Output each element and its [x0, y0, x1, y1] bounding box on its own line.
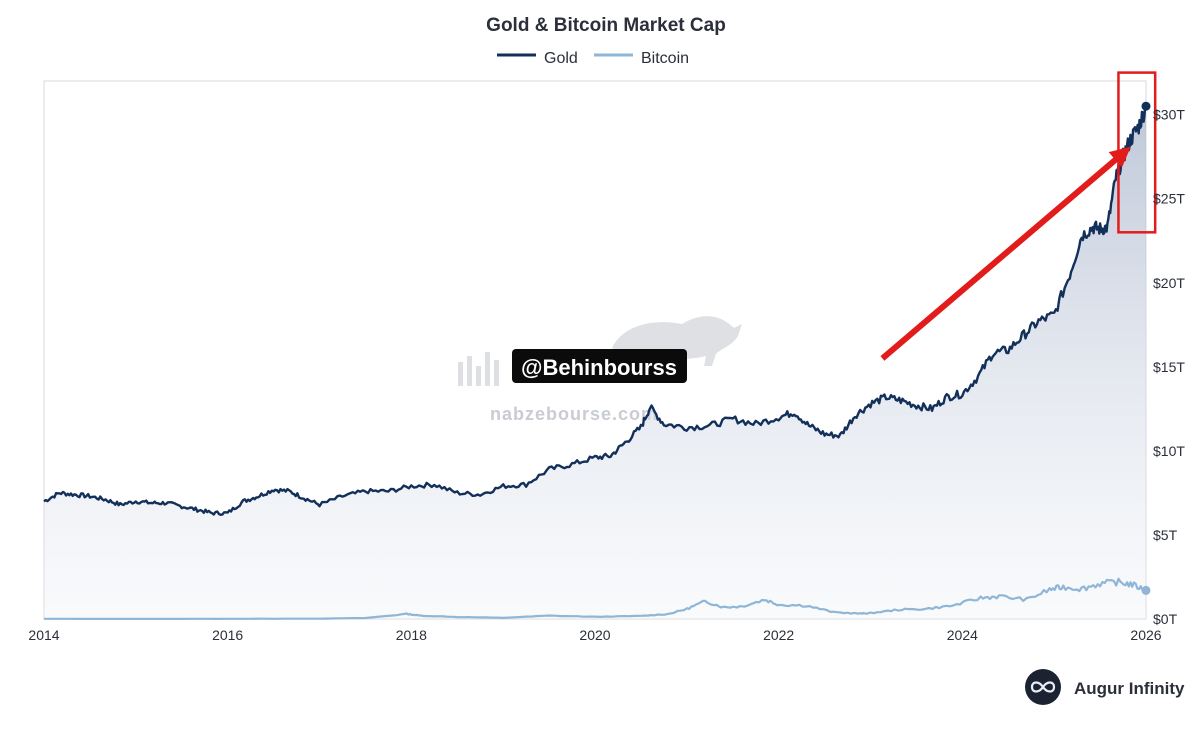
- handle-badge: @Behinbourss: [512, 349, 687, 383]
- gold-end-marker: [1141, 101, 1151, 111]
- brand-name: Augur Infinity: [1074, 679, 1185, 698]
- trend-arrow: [880, 146, 1131, 361]
- bitcoin-end-marker: [1141, 585, 1151, 595]
- watermark-site: nabzebourse.com: [490, 404, 658, 424]
- highlight-box: [1117, 71, 1157, 234]
- handle-text: @Behinbourss: [521, 355, 677, 380]
- x-tick-label: 2014: [28, 627, 59, 643]
- legend-gold-label[interactable]: Gold: [544, 50, 578, 67]
- x-tick-label: 2026: [1130, 627, 1161, 643]
- x-tick-label: 2020: [579, 627, 610, 643]
- y-tick-label: $15T: [1153, 359, 1185, 375]
- legend[interactable]: Gold Bitcoin: [497, 50, 689, 67]
- x-tick-label: 2016: [212, 627, 243, 643]
- y-tick-label: $25T: [1153, 191, 1185, 207]
- gold-series: [43, 101, 1151, 619]
- bitcoin-line: [44, 577, 1147, 620]
- y-tick-label: $30T: [1153, 107, 1185, 123]
- gold-line: [43, 105, 1147, 516]
- y-tick-label: $20T: [1153, 275, 1185, 291]
- gold-area: [44, 106, 1146, 619]
- chart-title: Gold & Bitcoin Market Cap: [486, 15, 726, 36]
- y-tick-label: $0T: [1153, 611, 1178, 627]
- bitcoin-series: [44, 577, 1151, 620]
- x-tick-label: 2018: [396, 627, 427, 643]
- x-axis: 2014 2016 2018 2020 2022 2024 2026: [28, 627, 1161, 643]
- annotations: [880, 71, 1157, 361]
- legend-bitcoin-label[interactable]: Bitcoin: [641, 50, 689, 67]
- x-tick-label: 2022: [763, 627, 794, 643]
- y-tick-label: $10T: [1153, 443, 1185, 459]
- candlestick-logo: [458, 352, 499, 386]
- brand: Augur Infinity: [1025, 669, 1185, 705]
- y-axis: $0T $5T $10T $15T $20T $25T $30T: [1153, 107, 1185, 627]
- x-tick-label: 2024: [947, 627, 978, 643]
- y-tick-label: $5T: [1153, 527, 1178, 543]
